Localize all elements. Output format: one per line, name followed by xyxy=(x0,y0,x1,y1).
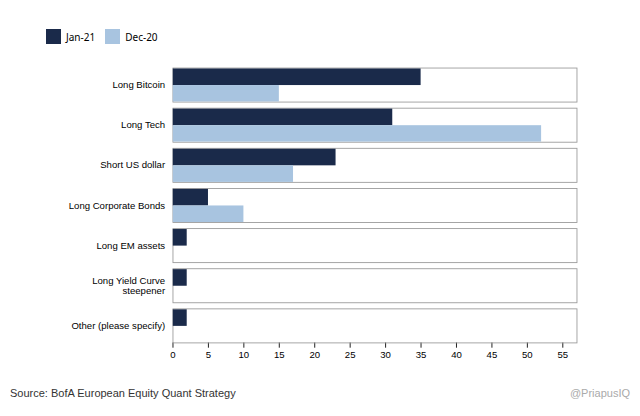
svg-text:Short US dollar: Short US dollar xyxy=(100,159,166,170)
svg-text:45: 45 xyxy=(487,349,498,360)
svg-text:20: 20 xyxy=(309,349,320,360)
svg-text:Other (please specify): Other (please specify) xyxy=(71,320,165,331)
svg-text:55: 55 xyxy=(557,349,568,360)
svg-text:15: 15 xyxy=(274,349,285,360)
svg-text:25: 25 xyxy=(345,349,356,360)
svg-text:5: 5 xyxy=(206,349,211,360)
svg-text:Long Corporate Bonds: Long Corporate Bonds xyxy=(69,200,166,211)
svg-text:30: 30 xyxy=(380,349,391,360)
svg-text:Long Bitcoin: Long Bitcoin xyxy=(112,79,165,90)
html-text:Dec-20: Dec-20 xyxy=(125,29,158,44)
html-text:@PriapusIQ: @PriapusIQ xyxy=(569,386,630,399)
svg-text:35: 35 xyxy=(416,349,427,360)
svg-text:40: 40 xyxy=(451,349,462,360)
svg-text:50: 50 xyxy=(522,349,533,360)
svg-text:Long EM assets: Long EM assets xyxy=(96,240,165,251)
html-text:Source: BofA European Equity Q: Source: BofA European Equity Quant Strat… xyxy=(10,386,236,399)
svg-text:Long Yield Curvesteepener: Long Yield Curvesteepener xyxy=(92,275,166,296)
html-text:Jan-21: Jan-21 xyxy=(66,29,96,44)
svg-text:Long Tech: Long Tech xyxy=(121,119,165,130)
svg-text:10: 10 xyxy=(239,349,250,360)
svg-text:0: 0 xyxy=(170,349,175,360)
